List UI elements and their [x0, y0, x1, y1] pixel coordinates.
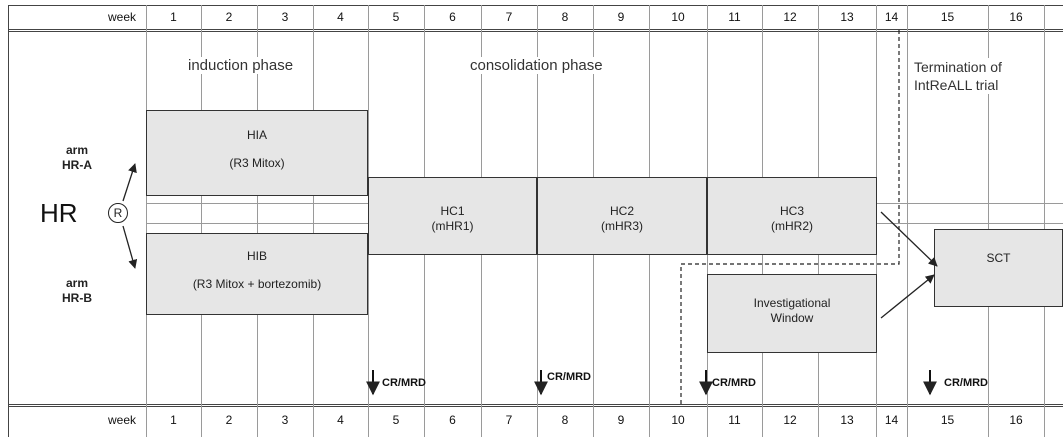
block-investigational-line-2: Window	[770, 311, 814, 325]
week-1-top: 1	[170, 10, 177, 24]
block-hc1-line-1: HC1	[440, 204, 465, 218]
arm-hr-a-label: arm HR-A	[52, 143, 102, 173]
block-hib: HIB (R3 Mitox + bortezomib)	[146, 233, 368, 315]
block-hia-line-1: HIA	[246, 128, 267, 142]
grid-col-4	[313, 5, 314, 437]
arm-b-line-2: HR-B	[62, 291, 92, 305]
grid-footer-rule	[8, 404, 1063, 407]
week-label-top: week	[107, 10, 136, 24]
block-hia: HIA (R3 Mitox)	[146, 110, 368, 196]
week-15-bottom: 15	[940, 413, 955, 427]
week-11-bottom: 11	[728, 413, 741, 427]
arm-a-line-2: HR-A	[62, 158, 92, 172]
week-16-top: 16	[1009, 10, 1023, 24]
week-14-bottom: 14	[884, 413, 899, 427]
week-13-bottom: 13	[840, 413, 854, 427]
block-sct: SCT	[934, 229, 1063, 307]
week-12-bottom: 12	[783, 413, 797, 427]
block-investigational-line-1: Investigational	[753, 296, 831, 310]
block-hc3-line-2: (mHR2)	[771, 219, 813, 233]
consolidation-phase-label: consolidation phase	[467, 57, 606, 74]
block-hc1: HC1 (mHR1)	[368, 177, 537, 255]
arrow-hc3-to-sct	[880, 211, 938, 267]
week-10-top: 10	[671, 10, 685, 24]
termination-dashed-line	[680, 30, 900, 404]
week-12-top: 12	[783, 10, 797, 24]
week-6-bottom: 6	[449, 413, 456, 427]
termination-label: Termination of IntReALL trial	[912, 58, 1004, 94]
arrow-window-to-sct	[880, 274, 935, 319]
block-hc3: HC3 (mHR2)	[707, 177, 877, 255]
week-5-bottom: 5	[392, 413, 400, 427]
block-investigational-window: Investigational Window	[707, 274, 877, 353]
randomization-circle: R	[108, 203, 128, 223]
block-hia-line-2: (R3 Mitox)	[229, 156, 285, 170]
grid-col-3	[257, 5, 258, 437]
grid-left-border	[8, 5, 9, 437]
week-label-bottom: week	[107, 413, 136, 427]
block-hc2: HC2 (mHR3)	[537, 177, 707, 255]
termination-line-2: IntReALL trial	[914, 77, 999, 93]
crmrd-label-4: CR/MRD	[944, 377, 988, 389]
week-7-top: 7	[505, 10, 513, 24]
week-13-top: 13	[840, 10, 854, 24]
arm-a-line-1: arm	[65, 143, 88, 157]
block-hc2-line-1: HC2	[609, 204, 634, 218]
randomization-arrows	[122, 163, 138, 269]
week-8-top: 8	[561, 10, 569, 24]
arrow-to-hr-b	[122, 225, 138, 269]
week-8-bottom: 8	[561, 413, 569, 427]
week-5-top: 5	[392, 10, 400, 24]
week-16-bottom: 16	[1009, 413, 1023, 427]
grid-col-16	[988, 5, 989, 437]
week-2-bottom: 2	[225, 413, 233, 427]
week-7-bottom: 7	[505, 413, 513, 427]
grid-col-15	[907, 5, 908, 437]
week-3-bottom: 3	[281, 413, 289, 427]
arm-b-line-1: arm	[65, 276, 88, 290]
week-2-top: 2	[225, 10, 233, 24]
block-hc2-line-2: (mHR3)	[601, 219, 643, 233]
grid-top-border	[8, 5, 1063, 6]
induction-phase-label: induction phase	[185, 57, 297, 74]
block-sct-line-1: SCT	[986, 251, 1011, 265]
block-hib-line-1: HIB	[246, 249, 267, 263]
crmrd-label-2: CR/MRD	[547, 371, 591, 383]
grid-col-17	[1044, 5, 1045, 437]
week-3-top: 3	[281, 10, 289, 24]
grid-col-2	[201, 5, 202, 437]
sct-arrows	[880, 211, 938, 319]
week-9-top: 9	[617, 10, 625, 24]
week-6-top: 6	[449, 10, 456, 24]
grid-header-rule	[8, 29, 1063, 32]
block-hc1-line-2: (mHR1)	[431, 219, 474, 233]
block-hib-line-2: (R3 Mitox + bortezomib)	[192, 277, 322, 291]
week-4-bottom: 4	[337, 413, 344, 427]
week-4-top: 4	[337, 10, 344, 24]
termination-line-1: Termination of	[914, 59, 1002, 75]
week-9-bottom: 9	[617, 413, 625, 427]
week-10-bottom: 10	[671, 413, 685, 427]
grid-col-1	[146, 5, 147, 437]
crmrd-label-3: CR/MRD	[712, 377, 756, 389]
week-14-top: 14	[884, 10, 899, 24]
arrow-to-hr-a	[122, 163, 137, 202]
week-15-top: 15	[940, 10, 955, 24]
crmrd-label-1: CR/MRD	[382, 377, 426, 389]
crmrd-arrows	[366, 370, 937, 396]
week-11-top: 11	[728, 10, 741, 24]
week-1-bottom: 1	[170, 413, 177, 427]
hr-label: HR	[38, 198, 80, 229]
block-hc3-line-1: HC3	[779, 204, 804, 218]
arm-hr-b-label: arm HR-B	[52, 276, 102, 306]
